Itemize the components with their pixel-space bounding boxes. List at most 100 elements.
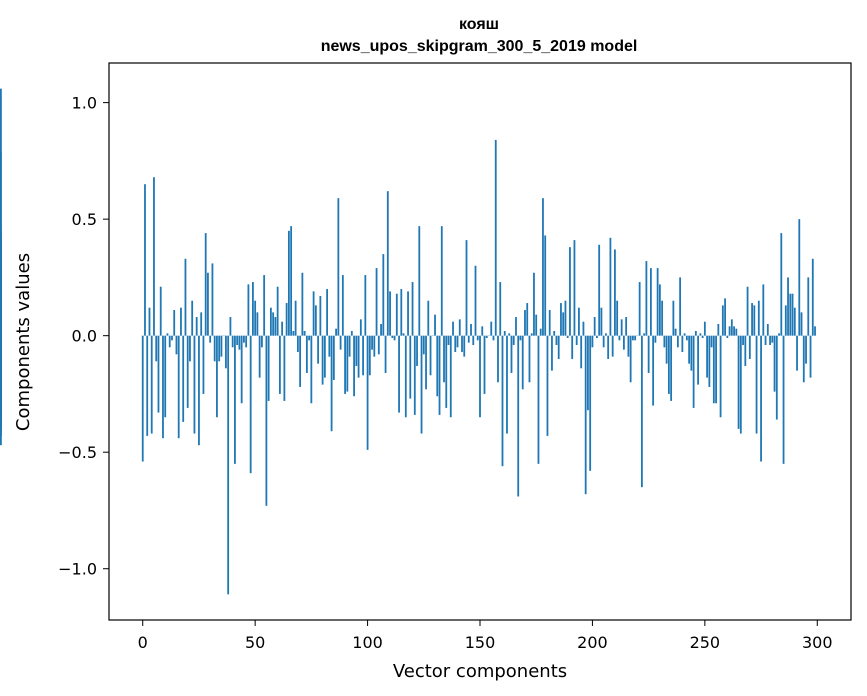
bar [402,333,405,336]
x-tick-label: 200 [577,633,608,652]
bar [497,335,499,383]
bar [593,317,596,336]
bar [798,219,801,336]
bar [814,326,816,336]
bar [191,300,194,336]
bar [573,240,576,336]
bar [290,226,293,336]
x-tick-label: 250 [690,633,721,652]
bar [141,335,144,462]
bar [269,307,272,336]
bar [0,240,2,336]
bar [645,261,648,336]
bar [778,333,780,336]
y-tick-label: 1.0 [72,94,97,113]
bar [350,331,353,336]
bar [703,321,706,336]
bar [735,328,738,336]
bar [793,307,796,336]
bar [357,335,360,378]
bar [258,335,261,378]
bar [492,335,495,341]
bar [726,335,729,338]
bar [427,300,430,336]
bar [240,335,243,404]
bar [173,310,176,336]
bar [800,312,803,336]
bar [391,335,394,338]
bar [332,335,335,380]
bar [261,335,263,348]
bar [301,272,304,336]
bar [362,335,364,376]
bar [249,335,252,474]
bar [454,335,457,352]
bar [225,335,227,369]
bar [265,335,268,506]
bar [625,317,628,336]
bar [751,303,753,336]
bar [175,335,178,355]
bar [494,139,497,336]
bar [310,335,313,404]
bar [697,335,699,385]
bar [303,331,306,336]
bar [796,335,798,371]
bar [811,258,814,336]
bar [712,335,715,404]
bar [278,335,281,394]
bar [537,335,540,464]
bar [438,335,441,415]
bar [407,291,409,336]
bar [299,335,302,387]
bar [733,326,735,336]
bar [694,331,697,336]
bar [524,310,526,336]
bar [144,184,146,336]
bar [672,300,675,336]
bar [753,305,756,336]
bar [724,298,726,336]
bar [458,319,461,336]
bar [499,282,502,336]
bar [218,335,221,362]
bar [467,335,470,343]
bar [506,335,508,434]
bar [177,335,180,439]
bar [787,277,789,336]
bar [721,305,724,336]
bar [580,335,583,369]
bar [701,335,704,338]
bar [155,335,158,362]
bar [771,335,774,343]
bar [742,335,744,345]
bar [542,198,544,336]
bar [182,335,185,422]
bar [562,312,565,336]
bar [782,335,785,464]
bar [159,286,162,336]
x-axis-label: Vector components [393,661,567,682]
bar [766,324,769,336]
bar [627,335,630,357]
x-tick-label: 50 [245,633,265,652]
bar [344,335,346,394]
bar [236,335,239,345]
bar [757,300,760,336]
bar [564,300,567,336]
bar [658,284,661,336]
bar [447,335,450,345]
bar [676,335,679,348]
bar [445,335,448,408]
bar [762,284,765,336]
x-tick-label: 0 [138,633,148,652]
bar [652,335,655,406]
bar [238,335,241,350]
bar [661,300,664,336]
bar [710,335,713,348]
bar [150,335,153,434]
bar [341,275,344,336]
plot-frame [108,62,852,621]
bar [632,335,634,341]
x-tick-label: 150 [465,633,496,652]
